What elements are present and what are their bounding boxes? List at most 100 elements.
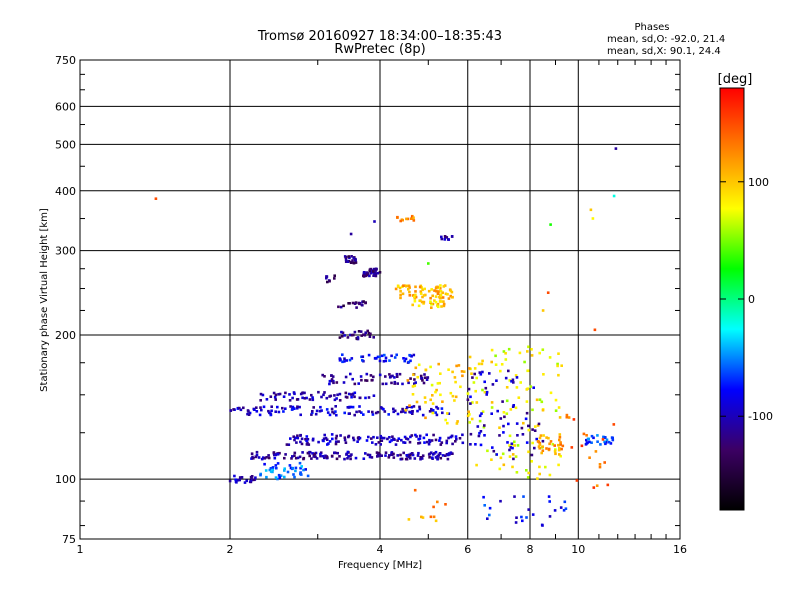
data-point bbox=[390, 381, 393, 385]
data-point bbox=[531, 408, 534, 412]
data-point bbox=[295, 441, 298, 444]
data-point bbox=[408, 286, 411, 289]
data-point bbox=[588, 440, 591, 444]
data-point bbox=[554, 448, 557, 451]
data-point bbox=[447, 412, 451, 415]
data-point bbox=[333, 394, 336, 397]
data-point bbox=[323, 456, 326, 460]
data-point bbox=[483, 390, 487, 394]
data-point bbox=[254, 455, 258, 459]
data-point bbox=[390, 451, 394, 454]
data-point bbox=[392, 452, 395, 456]
data-point bbox=[292, 391, 296, 394]
data-point bbox=[274, 476, 278, 479]
data-point bbox=[356, 336, 360, 339]
data-point bbox=[376, 271, 379, 275]
data-point bbox=[330, 433, 334, 436]
data-point bbox=[277, 410, 281, 414]
data-point bbox=[515, 471, 519, 474]
data-point bbox=[299, 466, 302, 470]
data-point bbox=[392, 456, 396, 459]
data-point bbox=[288, 393, 291, 396]
data-point bbox=[436, 292, 440, 295]
data-point bbox=[335, 434, 338, 438]
data-point bbox=[372, 435, 375, 439]
data-point bbox=[357, 382, 360, 385]
data-point bbox=[455, 364, 458, 368]
data-point bbox=[358, 410, 361, 413]
data-point bbox=[393, 409, 397, 413]
data-point bbox=[265, 475, 268, 479]
data-point bbox=[384, 454, 387, 457]
data-point bbox=[338, 357, 342, 360]
data-point bbox=[378, 373, 382, 377]
data-point bbox=[379, 434, 382, 438]
data-point bbox=[516, 434, 519, 437]
data-point bbox=[423, 376, 427, 379]
data-point bbox=[246, 409, 250, 412]
data-point bbox=[541, 348, 545, 351]
data-point bbox=[378, 271, 382, 274]
data-point bbox=[259, 399, 262, 402]
data-point bbox=[347, 455, 350, 458]
data-point bbox=[445, 439, 449, 443]
data-point bbox=[364, 396, 367, 400]
data-point bbox=[340, 335, 344, 338]
data-point bbox=[306, 441, 309, 445]
data-point bbox=[252, 478, 256, 482]
data-point bbox=[582, 432, 586, 436]
data-point bbox=[480, 362, 484, 366]
data-point bbox=[538, 447, 541, 450]
data-point bbox=[331, 410, 334, 414]
data-point bbox=[435, 413, 439, 417]
data-point bbox=[270, 409, 273, 413]
colorbar-tick-label: 0 bbox=[748, 293, 755, 306]
data-point bbox=[274, 398, 277, 401]
x-tick-label: 8 bbox=[527, 543, 534, 556]
data-point bbox=[339, 434, 342, 437]
data-point bbox=[508, 448, 511, 452]
data-point bbox=[265, 398, 269, 401]
data-point bbox=[414, 290, 417, 293]
data-point bbox=[374, 443, 378, 446]
data-point bbox=[356, 440, 359, 443]
data-point bbox=[317, 390, 320, 394]
data-point bbox=[378, 355, 381, 359]
data-point bbox=[437, 290, 440, 293]
data-point bbox=[311, 410, 314, 413]
data-point bbox=[549, 440, 553, 443]
data-point bbox=[349, 232, 353, 236]
data-point bbox=[475, 401, 479, 404]
data-point bbox=[343, 457, 346, 461]
data-point bbox=[392, 407, 395, 411]
data-point bbox=[381, 382, 385, 386]
data-point bbox=[403, 359, 406, 363]
data-point bbox=[371, 410, 374, 414]
data-point bbox=[301, 451, 304, 454]
data-point bbox=[481, 388, 484, 392]
data-point bbox=[322, 437, 326, 440]
stats-heading: Phases bbox=[634, 22, 669, 33]
data-point bbox=[308, 398, 312, 401]
data-point bbox=[523, 360, 526, 364]
data-point bbox=[346, 336, 350, 339]
data-point bbox=[483, 434, 486, 437]
data-point bbox=[541, 449, 545, 452]
data-point bbox=[422, 302, 425, 305]
data-point bbox=[477, 362, 481, 366]
data-point bbox=[323, 433, 326, 437]
data-point bbox=[331, 437, 334, 441]
data-point bbox=[449, 451, 453, 454]
data-point bbox=[428, 438, 431, 442]
data-point bbox=[229, 409, 233, 412]
data-point bbox=[273, 395, 277, 399]
data-point bbox=[274, 453, 277, 456]
data-point bbox=[414, 295, 418, 299]
data-point bbox=[530, 354, 534, 357]
data-point bbox=[419, 374, 423, 378]
data-point bbox=[238, 406, 241, 410]
data-point bbox=[292, 473, 295, 476]
data-point bbox=[417, 451, 420, 455]
data-point bbox=[556, 362, 559, 366]
data-point bbox=[409, 359, 412, 363]
